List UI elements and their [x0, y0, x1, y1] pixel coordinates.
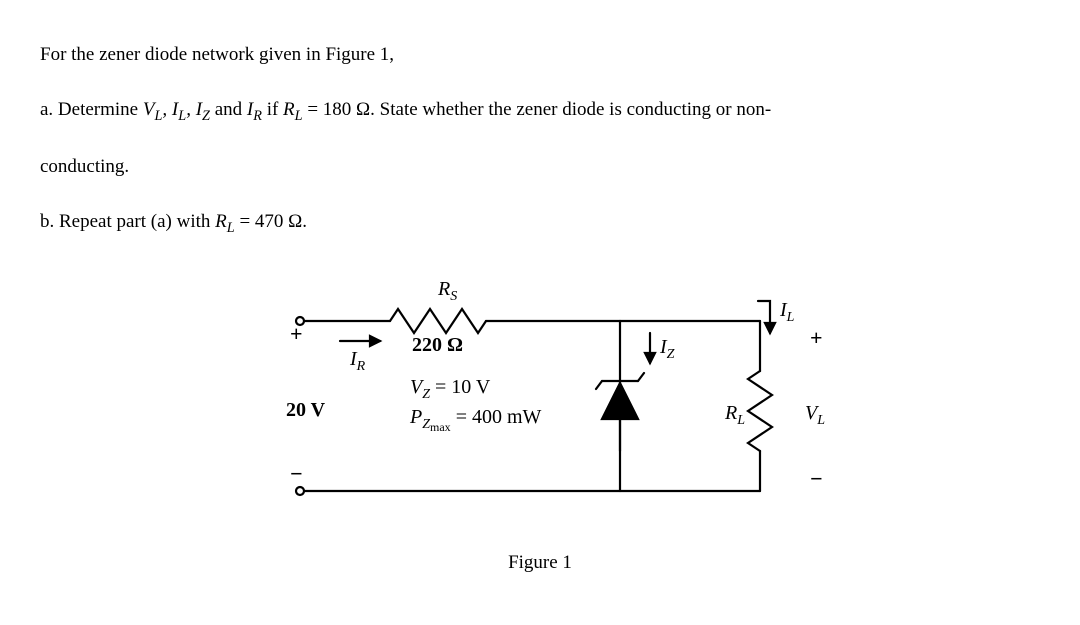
intro-text: For the zener diode network given in Fig… — [40, 37, 1040, 73]
part-a-vars: VL, IL, IZ — [143, 99, 210, 120]
rs-label: RS — [437, 278, 457, 304]
rl-label: RL — [724, 402, 745, 428]
part-a-line2: conducting. — [40, 149, 1040, 185]
part-a-and: and — [210, 99, 247, 120]
plus-right: + — [810, 325, 823, 350]
iz-label: IZ — [659, 336, 675, 362]
part-a-mid: if — [262, 99, 283, 120]
figure-1: RS 220 Ω + − 20 V IR VZ = 10 V PZmax = 4… — [40, 261, 1040, 581]
part-a-eq: = 180 Ω. State whether the zener diode i… — [303, 99, 772, 120]
il-label: IL — [779, 299, 795, 325]
rs-value: 220 Ω — [412, 334, 463, 356]
vl-label: VL — [805, 402, 825, 428]
minus-left: − — [290, 461, 303, 486]
figure-caption: Figure 1 — [40, 545, 1040, 581]
pz-line: PZmax = 400 mW — [409, 406, 542, 434]
part-a-rl: RL — [283, 99, 303, 120]
part-b: b. Repeat part (a) with RL = 470 Ω. — [40, 204, 1040, 242]
vz-line: VZ = 10 V — [410, 376, 491, 402]
part-b-eq: = 470 Ω. — [235, 211, 307, 232]
plus-left: + — [290, 321, 303, 346]
minus-right: − — [810, 466, 823, 491]
part-a-pre: a. Determine — [40, 99, 143, 120]
part-b-pre: b. Repeat part (a) with — [40, 211, 215, 232]
circuit-svg: RS 220 Ω + − 20 V IR VZ = 10 V PZmax = 4… — [270, 261, 890, 541]
ir-label: IR — [349, 348, 366, 374]
part-a-ir: IR — [247, 99, 262, 120]
vsrc: 20 V — [286, 399, 326, 421]
part-a-line1: a. Determine VL, IL, IZ and IR if RL = 1… — [40, 92, 1040, 130]
part-b-rl: RL — [215, 211, 235, 232]
